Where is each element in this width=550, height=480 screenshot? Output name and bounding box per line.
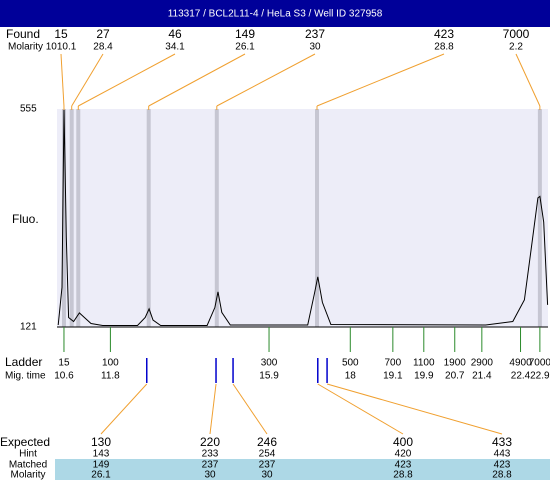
expected-molarity: 26.1 <box>91 470 111 480</box>
expected-matched: 423 <box>494 460 511 471</box>
header-title: 113317 / BCL2L11-4 / HeLa S3 / Well ID 3… <box>168 9 383 20</box>
expected-hint: 443 <box>494 449 511 460</box>
found-size: 15 <box>54 27 68 41</box>
peak-band <box>61 109 66 327</box>
header-bar <box>0 0 550 27</box>
expected-molarity: 30 <box>261 470 273 480</box>
found-size: 46 <box>168 27 182 41</box>
expected-hint: 143 <box>93 449 110 460</box>
expected-hint: 254 <box>259 449 276 460</box>
expected-connector <box>326 383 503 435</box>
found-molarity: 30 <box>309 42 321 53</box>
found-size: 423 <box>434 27 454 41</box>
peak-band <box>69 109 74 327</box>
found-size: 149 <box>235 27 255 41</box>
ladder-size: 500 <box>342 358 359 369</box>
found-size: 7000 <box>503 27 530 41</box>
ladder-size: 7000 <box>529 358 550 369</box>
found-molarity: 26.1 <box>235 42 255 53</box>
ladder-size: 4900 <box>509 358 532 369</box>
expected-matched: 149 <box>93 460 110 471</box>
expected-hint: 233 <box>202 449 219 460</box>
ladder-time: 20.7 <box>445 371 465 382</box>
expected-size: 220 <box>200 435 220 449</box>
molarity-label: Molarity <box>10 470 45 480</box>
found-connector <box>515 53 541 107</box>
expected-matched: 423 <box>395 460 412 471</box>
expected-matched: 237 <box>202 460 219 471</box>
found-connector <box>71 53 104 107</box>
found-connector <box>78 53 176 107</box>
matched-label: Matched <box>9 460 47 471</box>
ladder-label: Ladder <box>5 355 42 369</box>
trace <box>57 108 549 326</box>
ladder-time: 15.9 <box>259 371 279 382</box>
found-size: 237 <box>305 27 325 41</box>
matched-highlight <box>55 459 550 480</box>
found-molarity: 28.8 <box>434 42 454 53</box>
found-molarity: 1010.1 <box>46 42 77 53</box>
peak-band <box>315 109 320 327</box>
found-molarity: 28.4 <box>93 42 113 53</box>
expected-molarity: 28.8 <box>492 470 512 480</box>
found-connector <box>148 53 246 107</box>
found-connector <box>216 53 316 107</box>
found-connector <box>316 53 445 107</box>
found-molarity: 2.2 <box>509 42 523 53</box>
y-tick-label: 121 <box>20 322 37 333</box>
peak-band <box>76 109 81 327</box>
ladder-time: 19.1 <box>383 371 403 382</box>
ladder-time: 21.4 <box>472 371 492 382</box>
expected-size: 400 <box>393 435 413 449</box>
hint-label: Hint <box>19 449 37 460</box>
found-size: 27 <box>96 27 110 41</box>
ladder-size: 1100 <box>413 358 435 369</box>
ladder-time: 22.9 <box>530 371 550 382</box>
expected-molarity: 28.8 <box>393 470 413 480</box>
found-molarity-label: Molarity <box>8 42 43 53</box>
found-connector <box>60 53 65 107</box>
ladder-time-label: Mig. time <box>5 371 46 382</box>
found-label: Found <box>6 27 40 41</box>
ladder-time: 18 <box>345 371 357 382</box>
expected-size: 130 <box>91 435 111 449</box>
ladder-size: 700 <box>385 358 402 369</box>
expected-connector <box>232 383 268 435</box>
peak-band <box>214 109 219 327</box>
ladder-time: 11.8 <box>101 371 120 382</box>
y-axis-label: Fluo. <box>12 212 39 226</box>
y-tick-label: 555 <box>20 104 37 115</box>
ladder-size: 2900 <box>471 358 494 369</box>
expected-label: Expected <box>0 435 50 449</box>
ladder-size: 15 <box>58 358 70 369</box>
expected-size: 433 <box>492 435 512 449</box>
ladder-time: 19.9 <box>414 371 434 382</box>
ladder-time: 22.4 <box>511 371 531 382</box>
expected-connector <box>100 383 148 435</box>
peak-band <box>537 109 542 327</box>
ladder-size: 1900 <box>444 358 467 369</box>
peak-band <box>146 109 151 327</box>
ladder-size: 100 <box>102 358 119 369</box>
found-molarity: 34.1 <box>165 42 185 53</box>
ladder-time: 10.6 <box>54 371 74 382</box>
ladder-size: 300 <box>261 358 278 369</box>
expected-matched: 237 <box>259 460 276 471</box>
expected-connector <box>209 383 217 435</box>
plot-area <box>57 109 548 327</box>
expected-connector <box>317 383 404 435</box>
expected-molarity: 30 <box>204 470 216 480</box>
expected-hint: 420 <box>395 449 412 460</box>
expected-size: 246 <box>257 435 277 449</box>
